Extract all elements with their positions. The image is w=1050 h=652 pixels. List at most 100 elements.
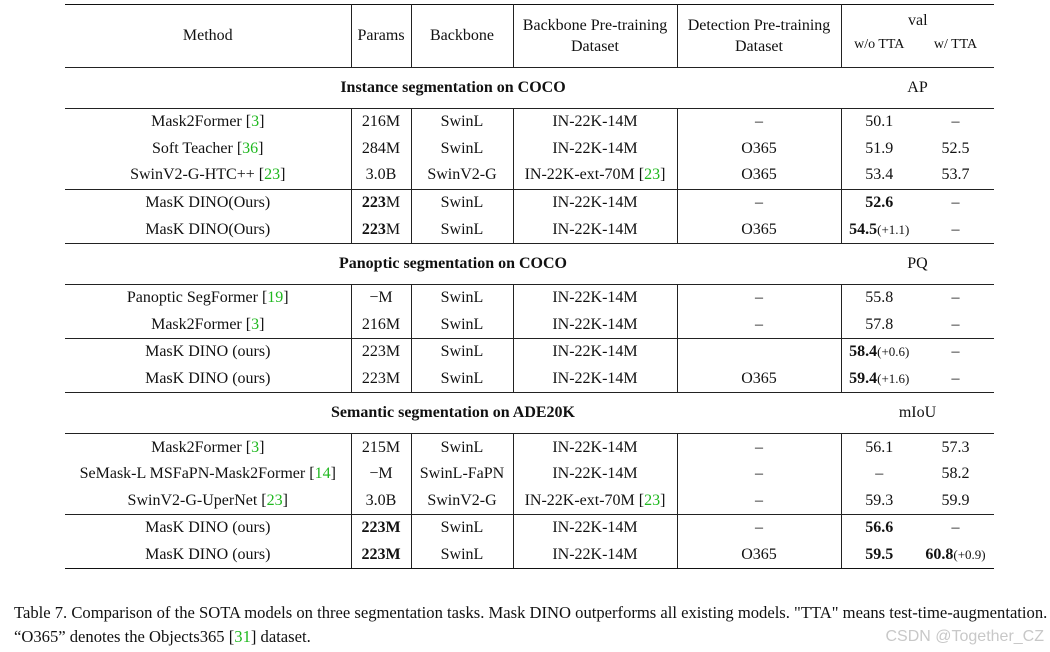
params-value: 3.0B <box>365 491 397 509</box>
section-title: Instance segmentation on COCO <box>65 67 841 109</box>
results-table: Method Params Backbone Backbone Pre-trai… <box>65 4 995 570</box>
detection-dataset-cell: – <box>677 433 842 461</box>
backbone-cell: SwinL <box>411 107 514 136</box>
wo-tta-cell: 50.1 <box>841 107 917 136</box>
params-cell: 216M <box>351 107 412 136</box>
backbone-dataset-cell: IN-22K-ext-70M [23] <box>513 162 678 190</box>
wo-tta-value: 59.5 <box>865 546 894 564</box>
params-value: 215M <box>361 438 401 456</box>
detection-dataset-cell: O365 <box>677 541 842 570</box>
params-cell: 223M <box>351 541 412 570</box>
section-title: Semantic segmentation on ADE20K <box>65 392 841 434</box>
w-tta-value: – <box>951 315 960 333</box>
backbone-cell: SwinV2-G <box>411 162 514 190</box>
method-cite[interactable]: 3 <box>251 438 260 456</box>
backbone-dataset-cite[interactable]: 23 <box>644 491 661 509</box>
wo-tta-value: 59.3 <box>865 491 894 509</box>
backbone-dataset: IN-22K-14M <box>552 546 638 564</box>
method-name: Mask2Former <box>151 438 242 456</box>
header-det-line2: Dataset <box>735 38 783 55</box>
wo-tta-cell: 54.5(+1.1) <box>841 216 917 243</box>
w-tta-delta: (+0.9) <box>953 547 986 563</box>
w-tta-cell: – <box>917 107 995 136</box>
method-cell: MasK DINO (ours) <box>65 514 352 542</box>
backbone-cell: SwinV2-G <box>411 487 514 515</box>
backbone-cell: SwinL <box>411 433 514 461</box>
params-value: 223M <box>361 343 401 361</box>
backbone-cell: SwinL <box>411 311 514 339</box>
method-name: Panoptic SegFormer <box>126 289 258 307</box>
wo-tta-value: 56.1 <box>865 438 894 456</box>
w-tta-value: – <box>951 289 960 307</box>
method-cite[interactable]: 36 <box>242 139 259 157</box>
params-cell: 223M <box>351 365 412 393</box>
params-cell: 223M <box>351 514 412 542</box>
backbone-dataset-cite[interactable]: 23 <box>644 166 661 184</box>
wo-tta-value: 54.5 <box>849 220 878 238</box>
method-cite[interactable]: 3 <box>251 315 260 333</box>
watermark: CSDN @Together_CZ <box>885 628 1044 645</box>
backbone-dataset: IN-22K-14M <box>552 315 638 333</box>
method-name: MasK DINO (ours) <box>145 519 271 537</box>
method-cite[interactable]: 23 <box>264 166 281 184</box>
detection-dataset-cell <box>677 338 842 366</box>
method-cell: MasK DINO (ours) <box>65 541 352 570</box>
section-header-row: Panoptic segmentation on COCO PQ <box>65 242 995 285</box>
wo-tta-cell: 53.4 <box>841 162 917 189</box>
backbone-cell: SwinL-FaPN <box>411 460 514 488</box>
method-name: MasK DINO (ours) <box>145 546 271 564</box>
wo-tta-value: 55.8 <box>865 289 894 307</box>
backbone-dataset: IN-22K-14M <box>552 139 638 157</box>
caption-cite[interactable]: 31 <box>234 627 251 646</box>
method-cite[interactable]: 23 <box>266 491 283 509</box>
w-tta-cell: 52.5 <box>917 136 994 163</box>
params-unit: M <box>385 220 401 238</box>
header-detection-pretraining: Detection Pre-training Dataset <box>677 4 842 68</box>
detection-dataset-cell: O365 <box>677 216 842 244</box>
method-name: SwinV2-G-UperNet <box>127 491 258 509</box>
backbone-dataset: IN-22K-14M <box>552 438 638 456</box>
method-cite[interactable]: 14 <box>314 465 331 483</box>
params-cell: −M <box>351 460 412 488</box>
backbone-dataset-cell: IN-22K-14M <box>513 338 678 366</box>
backbone-dataset: IN-22K-14M <box>552 194 638 212</box>
w-tta-value: – <box>951 519 960 537</box>
w-tta-value: – <box>951 113 960 131</box>
wo-tta-cell: 56.6 <box>841 514 917 542</box>
detection-dataset-cell: – <box>677 487 842 515</box>
wo-tta-cell: 51.9 <box>841 136 917 163</box>
method-cell: Mask2Former [3] <box>65 311 352 339</box>
w-tta-cell: – <box>917 283 995 312</box>
section-title: Panoptic segmentation on COCO <box>65 242 841 285</box>
backbone-dataset: IN-22K-14M <box>552 370 638 388</box>
method-cell: SwinV2-G-UperNet [23] <box>65 487 352 515</box>
wo-tta-value: 52.6 <box>865 194 894 212</box>
w-tta-cell: – <box>917 338 995 366</box>
w-tta-cell: 59.9 <box>917 488 994 515</box>
wo-tta-delta: (+1.1) <box>877 221 910 237</box>
wo-tta-value: 57.8 <box>865 315 894 333</box>
method-name: MasK DINO (ours) <box>145 370 271 388</box>
table-row: Panoptic SegFormer [19] −M SwinL IN-22K-14M… <box>65 283 995 312</box>
wo-tta-cell: 55.8 <box>841 283 917 312</box>
backbone-dataset-cell: IN-22K-14M <box>513 283 678 312</box>
params-cell: 215M <box>351 433 412 461</box>
method-cite[interactable]: 3 <box>251 113 260 131</box>
table-row: MasK DINO (ours) 223M SwinL IN-22K-14M O365 5… <box>65 365 994 393</box>
table-row: SeMask-L MSFaPN-Mask2Former [14] −M SwinL-… <box>65 460 994 488</box>
backbone-dataset: IN-22K-14M <box>552 289 638 307</box>
method-cell: Soft Teacher [36] <box>65 135 352 163</box>
backbone-cell: SwinL <box>411 188 514 217</box>
method-cell: SeMask-L MSFaPN-Mask2Former [14] <box>65 460 352 488</box>
detection-dataset-cell: – <box>677 188 842 217</box>
method-cell: MasK DINO(Ours) <box>65 188 352 217</box>
method-name: MasK DINO (ours) <box>145 343 271 361</box>
method-name: MasK DINO(Ours) <box>145 220 271 238</box>
method-cite[interactable]: 19 <box>267 289 284 307</box>
w-tta-value: 53.7 <box>941 166 970 184</box>
header-w-tta: w/ TTA <box>933 37 978 52</box>
w-tta-cell: 53.7 <box>917 162 994 189</box>
backbone-dataset-cell: IN-22K-14M <box>513 188 678 217</box>
detection-dataset-cell: O365 <box>677 365 842 393</box>
backbone-dataset: IN-22K-14M <box>552 343 638 361</box>
